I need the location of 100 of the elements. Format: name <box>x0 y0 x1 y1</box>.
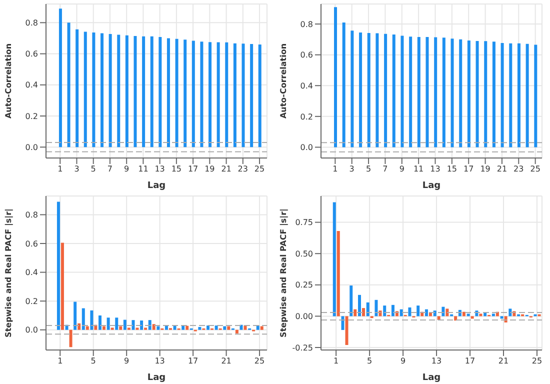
bar <box>500 42 504 148</box>
bar <box>242 44 245 148</box>
bar <box>446 308 449 316</box>
bar <box>470 316 474 319</box>
y-tick-label: 0.8 <box>25 210 38 220</box>
bar <box>142 36 146 148</box>
x-tick-label: 1 <box>58 356 63 366</box>
x-tick-label: 25 <box>254 356 265 366</box>
y-tick-label: 0.2 <box>25 296 38 306</box>
y-axis-title: Auto-Correlation <box>278 43 288 119</box>
x-tick-label: 13 <box>154 356 165 366</box>
bar <box>526 44 529 148</box>
y-tick-label: 0.8 <box>25 18 38 28</box>
x-tick-label: 7 <box>382 164 388 174</box>
y-tick-label: 0.75 <box>295 218 313 228</box>
x-tick-label: 13 <box>430 164 440 174</box>
y-tick-label: 0.0 <box>300 143 313 152</box>
x-tick-label: 21 <box>496 164 508 174</box>
bar <box>108 34 112 148</box>
bar <box>223 326 226 330</box>
bar <box>358 294 361 316</box>
bar <box>392 34 396 148</box>
bar <box>258 44 262 148</box>
bar <box>508 308 512 316</box>
bar <box>341 316 344 330</box>
y-tick-label: 0.25 <box>295 280 313 290</box>
bar <box>374 300 378 316</box>
bar <box>334 7 338 148</box>
bar <box>466 314 470 316</box>
x-tick-label: 5 <box>366 164 372 174</box>
bar <box>416 306 420 316</box>
bar <box>391 304 394 316</box>
x-tick-label: 11 <box>413 164 424 174</box>
bar <box>214 326 218 330</box>
x-axis-title: Lag <box>422 373 441 383</box>
bar <box>354 309 357 316</box>
bar <box>84 32 87 148</box>
bar <box>69 330 72 348</box>
x-tick-label: 17 <box>188 164 198 174</box>
bar <box>125 35 128 148</box>
y-tick-label: 0.6 <box>25 50 38 59</box>
bar <box>240 324 243 330</box>
bar <box>134 36 137 148</box>
x-tick-label: 17 <box>464 164 474 174</box>
bar <box>200 42 204 148</box>
bar <box>98 315 102 330</box>
bar <box>484 41 488 148</box>
bar <box>100 33 104 148</box>
bar <box>216 42 220 148</box>
bar <box>500 316 504 319</box>
bar <box>152 324 156 330</box>
bar <box>198 326 202 330</box>
bar <box>150 36 154 148</box>
x-tick-label: 11 <box>138 164 148 174</box>
x-tick-label: 9 <box>400 356 406 366</box>
y-axis-title: Stepwise and Real PACF |s|r| <box>278 208 288 338</box>
x-axis-title: Lag <box>422 181 441 191</box>
bar <box>60 242 64 330</box>
x-tick-label: 9 <box>124 164 130 174</box>
bar <box>74 302 77 330</box>
x-tick-label: 1 <box>332 164 338 174</box>
bar <box>442 38 446 148</box>
bar <box>479 314 482 316</box>
y-tick-label: 0.4 <box>25 80 38 90</box>
bar <box>367 32 370 148</box>
bar <box>78 323 81 330</box>
bar <box>256 326 260 330</box>
bar <box>492 314 495 316</box>
bar <box>184 40 187 148</box>
bar <box>56 202 60 330</box>
bar <box>454 316 458 321</box>
bar <box>76 29 79 148</box>
x-tick-label: 9 <box>399 164 404 174</box>
bar <box>132 320 135 330</box>
bar <box>86 326 89 330</box>
x-tick-label: 15 <box>171 164 182 174</box>
y-tick-label: 0.00 <box>295 312 313 322</box>
bar <box>92 32 96 148</box>
bar <box>67 22 70 148</box>
x-tick-label: 3 <box>349 164 354 174</box>
bar <box>208 42 212 148</box>
x-tick-label: 19 <box>204 164 215 174</box>
bar <box>119 326 122 330</box>
bar <box>175 38 178 148</box>
x-tick-label: 13 <box>431 356 442 366</box>
bar <box>123 320 126 330</box>
bar <box>362 308 365 316</box>
bar <box>342 22 346 148</box>
x-tick-label: 25 <box>530 164 540 174</box>
bar <box>158 36 162 148</box>
bar <box>345 316 348 345</box>
y-tick-label: 0.6 <box>25 239 38 248</box>
bar <box>117 34 120 148</box>
bar <box>102 326 106 330</box>
bar <box>384 34 388 148</box>
bar <box>115 318 118 330</box>
y-tick-label: 0.4 <box>300 81 313 90</box>
bar <box>206 326 210 330</box>
y-tick-label: 0.6 <box>300 50 313 60</box>
x-tick-label: 15 <box>446 164 458 174</box>
